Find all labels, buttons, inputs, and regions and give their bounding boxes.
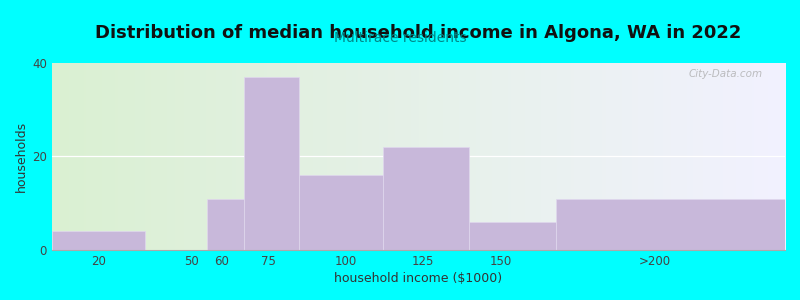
Text: City-Data.com: City-Data.com xyxy=(689,69,763,79)
Title: Distribution of median household income in Algona, WA in 2022: Distribution of median household income … xyxy=(95,24,742,42)
Bar xyxy=(470,222,556,250)
Text: Multirace residents: Multirace residents xyxy=(334,32,466,46)
X-axis label: household income ($1000): household income ($1000) xyxy=(334,272,502,285)
Bar xyxy=(244,77,299,250)
Bar xyxy=(556,199,785,250)
Y-axis label: households: households xyxy=(15,121,28,192)
Bar xyxy=(383,147,470,250)
Bar xyxy=(299,175,383,250)
Bar xyxy=(52,231,145,250)
Bar xyxy=(206,199,244,250)
